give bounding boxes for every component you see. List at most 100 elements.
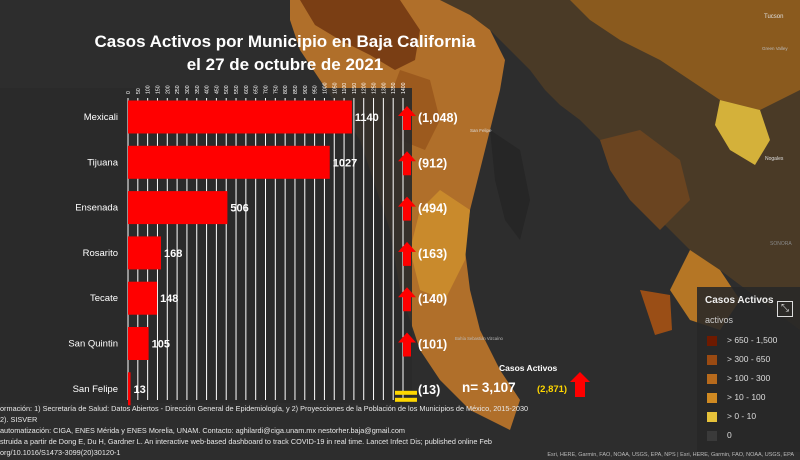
- total-summary: Casos Activos n= 3,107 (2,871): [462, 363, 590, 397]
- bar-value-label: 1027: [333, 157, 357, 169]
- bar: [128, 145, 330, 179]
- previous-value-label: (912): [418, 156, 447, 170]
- x-tick-label: 1000: [322, 82, 328, 94]
- x-tick-label: 50: [136, 88, 142, 94]
- bar-plot: 0 50 100 150 200 250 300 350 400 450 500 550 600 650 7…: [0, 82, 458, 406]
- x-tick-label: 1050: [332, 82, 338, 94]
- bar-value-label: 168: [164, 248, 182, 260]
- legend-subtitle: activos: [705, 315, 734, 325]
- x-tick-label: 800: [283, 85, 289, 94]
- x-tick-label: 200: [165, 85, 171, 94]
- legend-item-label: > 10 - 100: [727, 392, 766, 402]
- map-city-label: San Felipe: [470, 128, 492, 133]
- x-tick-label: 1400: [401, 82, 407, 94]
- x-tick-label: 1300: [381, 82, 387, 94]
- map-attribution: Esri, HERE, Garmin, FAO, NOAA, USGS, EPA…: [547, 452, 794, 458]
- bar: [128, 236, 161, 270]
- legend-panel: Casos Activos ⤡ activos > 650 - 1,500 > …: [697, 287, 800, 452]
- trend-up-arrow-icon: [398, 287, 416, 312]
- x-tick-label: 450: [214, 85, 220, 94]
- category-label: Rosarito: [83, 248, 118, 259]
- x-tick-label: 550: [234, 85, 240, 94]
- previous-value-label: (163): [418, 247, 447, 261]
- chart-subtitle: el 27 de octubre de 2021: [186, 55, 384, 74]
- bar-value-label: 13: [134, 384, 146, 396]
- legend-title: Casos Activos: [705, 295, 774, 306]
- bar: [128, 372, 131, 406]
- previous-value-label: (140): [418, 292, 447, 306]
- x-tick-label: 400: [205, 85, 211, 94]
- footer-line: struida a partir de Dong E, Du H, Gardne…: [0, 437, 492, 446]
- x-tick-label: 300: [185, 85, 191, 94]
- x-tick-label: 350: [195, 85, 201, 94]
- trend-up-arrow-icon: [398, 332, 416, 357]
- x-tick-label: 600: [244, 85, 250, 94]
- x-tick-label: 150: [155, 85, 161, 94]
- total-value: n= 3,107: [462, 380, 516, 395]
- total-previous: (2,871): [537, 384, 567, 395]
- footer-line: automatización: CIGA, ENES Mérida y ENES…: [0, 426, 405, 435]
- trend-up-arrow-icon: [398, 241, 416, 266]
- previous-value-label: (13): [418, 383, 440, 397]
- x-tick-label: 500: [224, 85, 230, 94]
- legend-swatch: [707, 374, 717, 384]
- legend-item-label: > 100 - 300: [727, 373, 771, 383]
- x-tick-label: 250: [175, 85, 181, 94]
- previous-value-label: (1,048): [418, 111, 458, 125]
- footer-line: org/10.1016/S1473-3099(20)30120-1: [0, 448, 121, 457]
- legend-swatch: [707, 355, 717, 365]
- chart-title: Casos Activos por Municipio en Baja Cali…: [94, 32, 476, 51]
- map-bay-label: Bahía Sebastián Vizcaíno: [455, 336, 504, 341]
- legend-swatch: [707, 431, 717, 441]
- x-tick-label: 1350: [391, 82, 397, 94]
- x-tick-label: 0: [126, 91, 132, 94]
- x-tick-label: 700: [264, 85, 270, 94]
- x-tick-label: 950: [313, 85, 319, 94]
- legend-item-label: > 650 - 1,500: [727, 335, 778, 345]
- x-tick-label: 1250: [372, 82, 378, 94]
- bar: [128, 100, 352, 134]
- map-city-label: Green Valley: [762, 46, 788, 51]
- category-label: Tijuana: [87, 157, 119, 168]
- map-city-label: Tucson: [764, 14, 783, 20]
- previous-value-label: (494): [418, 202, 447, 216]
- bar: [128, 327, 149, 360]
- legend-item-label: > 0 - 10: [727, 411, 757, 421]
- x-tick-label: 850: [293, 85, 299, 94]
- trend-up-arrow-icon: [398, 151, 416, 176]
- trend-equal-icon: [395, 397, 417, 402]
- plot-panel: [0, 88, 412, 403]
- x-tick-label: 900: [303, 85, 309, 94]
- category-label: San Quintin: [68, 339, 118, 350]
- x-tick-label: 100: [146, 85, 152, 94]
- category-label: San Felipe: [73, 384, 118, 395]
- x-tick-label: 1150: [352, 83, 358, 94]
- legend-item-label: > 300 - 650: [727, 354, 771, 364]
- x-tick-label: 650: [254, 85, 260, 94]
- map-region-label: SONORA: [770, 241, 792, 247]
- x-tick-label: 1100: [342, 83, 348, 94]
- previous-value-label: (101): [418, 338, 447, 352]
- total-label: Casos Activos: [499, 363, 558, 373]
- trend-up-arrow-icon: [398, 196, 416, 221]
- bar-value-label: 105: [152, 339, 170, 351]
- bar-value-label: 1140: [355, 112, 379, 124]
- map-city-label: Nogales: [765, 156, 784, 162]
- bar-value-label: 148: [160, 293, 178, 305]
- x-tick-label: 1200: [362, 82, 368, 94]
- trend-equal-icon: [395, 390, 417, 395]
- bar-value-label: 506: [230, 203, 248, 215]
- legend-swatch: [707, 393, 717, 403]
- footer-line: 2). SISVER: [0, 415, 38, 424]
- legend-swatch: [707, 336, 717, 346]
- category-label: Tecate: [90, 293, 118, 304]
- trend-up-arrow-icon: [398, 106, 416, 130]
- total-trend-up-arrow-icon: [570, 372, 590, 397]
- footer-line: ormación: 1) Secretaría de Salud: Datos …: [0, 404, 529, 413]
- legend-expand-icon[interactable]: ⤡: [777, 301, 793, 317]
- bar: [128, 281, 158, 315]
- category-label: Ensenada: [75, 203, 119, 214]
- x-tick-label: 750: [273, 85, 279, 94]
- legend-item-label: 0: [727, 430, 732, 440]
